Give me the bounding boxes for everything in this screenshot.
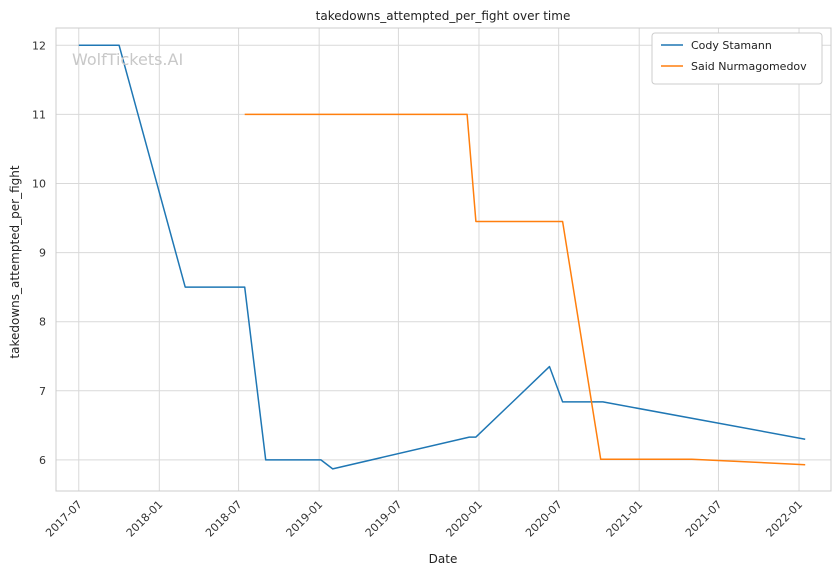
y-axis-ticks: 6 7 8 9 10 11 12 [32,39,46,467]
plot-area [56,28,831,491]
chart-title: takedowns_attempted_per_fight over time [316,9,571,23]
y-tick-label: 6 [39,454,46,467]
x-tick-label: 2019-01 [284,498,326,540]
grid [56,28,831,491]
legend-label-said-nurmagomedov: Said Nurmagomedov [691,60,807,73]
legend-box [651,32,823,85]
x-tick-label: 2018-07 [203,498,245,540]
x-axis-ticks: 2017-07 2018-01 2018-07 2019-01 2019-07 2020-… [43,498,805,540]
y-tick-label: 8 [39,316,46,329]
x-tick-label: 2020-01 [443,498,485,540]
series-line-cody-stamann [78,44,806,470]
y-tick-label: 10 [32,177,46,190]
y-axis-title: takedowns_attempted_per_fight [8,165,22,358]
x-tick-label: 2017-07 [43,498,85,540]
x-tick-label: 2019-07 [363,498,405,540]
watermark-text: WolfTickets.AI [72,50,183,69]
y-tick-label: 7 [39,385,46,398]
x-tick-label: 2021-07 [683,498,725,540]
y-tick-label: 12 [32,39,46,52]
legend-label-cody-stamann: Cody Stamann [691,39,772,52]
series-line-said-nurmagomedov [244,113,806,466]
series-lines [78,44,806,470]
plot-frame [55,27,832,492]
x-tick-label: 2020-07 [523,498,565,540]
x-tick-label: 2022-01 [763,498,805,540]
legend: Cody Stamann Said Nurmagomedov [651,32,823,85]
x-tick-label: 2021-01 [604,498,646,540]
y-tick-label: 11 [32,108,46,121]
x-tick-label: 2018-01 [124,498,166,540]
x-axis-title: Date [429,552,458,566]
y-tick-label: 9 [39,247,46,260]
